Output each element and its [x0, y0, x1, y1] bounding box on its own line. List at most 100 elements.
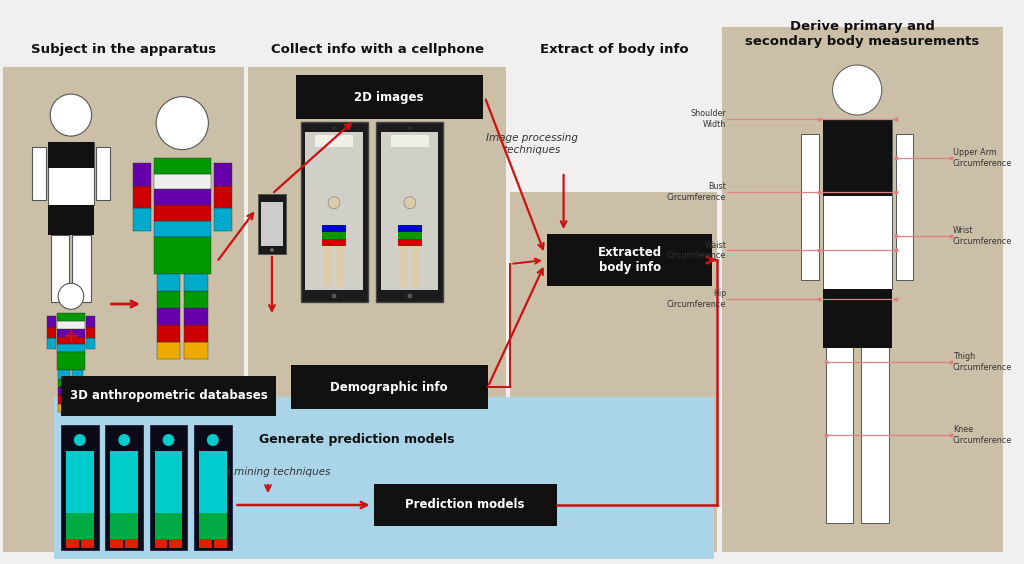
Circle shape [328, 197, 340, 209]
Circle shape [833, 65, 882, 115]
Bar [66, 513, 93, 540]
Bar [86, 338, 95, 349]
Text: Thigh
Circumference: Thigh Circumference [952, 352, 1012, 372]
Text: Generate prediction models: Generate prediction models [259, 433, 455, 446]
Bar [57, 352, 85, 371]
Bar [377, 122, 443, 302]
Circle shape [403, 197, 416, 209]
Bar [184, 325, 208, 342]
Bar [157, 291, 180, 308]
Bar [58, 378, 70, 387]
Bar [184, 342, 208, 359]
Text: +: + [62, 327, 79, 346]
Bar [72, 371, 83, 378]
Bar [61, 425, 98, 550]
Bar [400, 244, 408, 287]
Text: Derive primary and
secondary body measurements: Derive primary and secondary body measur… [745, 20, 979, 48]
Bar [86, 327, 95, 338]
Bar [57, 329, 85, 337]
Bar [47, 327, 55, 338]
Text: Extracted
body info: Extracted body info [598, 246, 662, 274]
Bar [184, 308, 208, 325]
Text: Waist
Circumference: Waist Circumference [667, 241, 726, 260]
Bar [184, 291, 208, 308]
Bar [261, 202, 283, 246]
Bar [3, 67, 245, 552]
Bar [154, 174, 211, 190]
Bar [722, 27, 1004, 552]
Bar [125, 539, 138, 548]
Text: Subject in the apparatus: Subject in the apparatus [31, 42, 216, 55]
Bar [111, 539, 123, 548]
Bar [510, 192, 717, 552]
Bar [199, 451, 226, 520]
Bar [155, 513, 182, 540]
Circle shape [118, 434, 130, 446]
Circle shape [270, 248, 273, 252]
Bar [58, 387, 70, 395]
Bar [398, 239, 422, 246]
Text: Upper Arm
Circumference: Upper Arm Circumference [952, 148, 1012, 168]
Bar [47, 338, 55, 349]
Bar [248, 67, 507, 552]
Bar [72, 395, 83, 404]
Bar [133, 208, 151, 231]
Bar [105, 425, 143, 550]
Bar [58, 395, 70, 404]
Bar [822, 119, 892, 289]
Text: Extract of body info: Extract of body info [540, 42, 688, 55]
Bar [336, 244, 344, 287]
Text: Knee
Circumference: Knee Circumference [952, 425, 1012, 445]
Bar [291, 365, 487, 409]
Text: Collect info with a cellphone: Collect info with a cellphone [271, 42, 484, 55]
Text: Hip
Circumference: Hip Circumference [667, 289, 726, 309]
Bar [248, 67, 507, 552]
Bar [214, 163, 231, 186]
Bar [323, 232, 346, 239]
Bar [861, 343, 889, 523]
Bar [398, 225, 422, 232]
Bar [822, 289, 892, 347]
Bar [155, 539, 168, 548]
Bar [86, 316, 95, 327]
Bar [48, 142, 94, 205]
Bar [547, 234, 713, 286]
Bar [412, 244, 420, 287]
Bar [398, 232, 422, 239]
Text: Data mining techniques: Data mining techniques [206, 467, 331, 477]
Text: 2D images: 2D images [354, 90, 424, 104]
Bar [722, 27, 1004, 552]
Bar [510, 192, 717, 552]
Bar [54, 397, 715, 559]
Circle shape [163, 434, 174, 446]
Bar [47, 316, 55, 327]
Bar [305, 132, 362, 290]
Bar [81, 539, 93, 548]
Bar [155, 451, 182, 520]
Bar [48, 205, 94, 235]
Bar [150, 425, 187, 550]
Bar [73, 235, 91, 302]
Bar [57, 345, 85, 352]
Bar [154, 157, 211, 174]
Circle shape [74, 434, 86, 446]
Bar [157, 342, 180, 359]
Bar [157, 308, 180, 325]
Text: Prediction models: Prediction models [406, 499, 525, 512]
Circle shape [157, 96, 209, 149]
Bar [96, 147, 111, 200]
Bar [51, 235, 70, 302]
Bar [32, 147, 46, 200]
Bar [184, 274, 208, 291]
Bar [157, 274, 180, 291]
Bar [133, 163, 151, 186]
Bar [323, 239, 346, 246]
Bar [48, 142, 94, 168]
Bar [375, 484, 557, 526]
Bar [57, 321, 85, 329]
Bar [323, 225, 346, 232]
Bar [72, 387, 83, 395]
Circle shape [332, 293, 337, 298]
Bar [199, 539, 212, 548]
Bar [214, 186, 231, 208]
